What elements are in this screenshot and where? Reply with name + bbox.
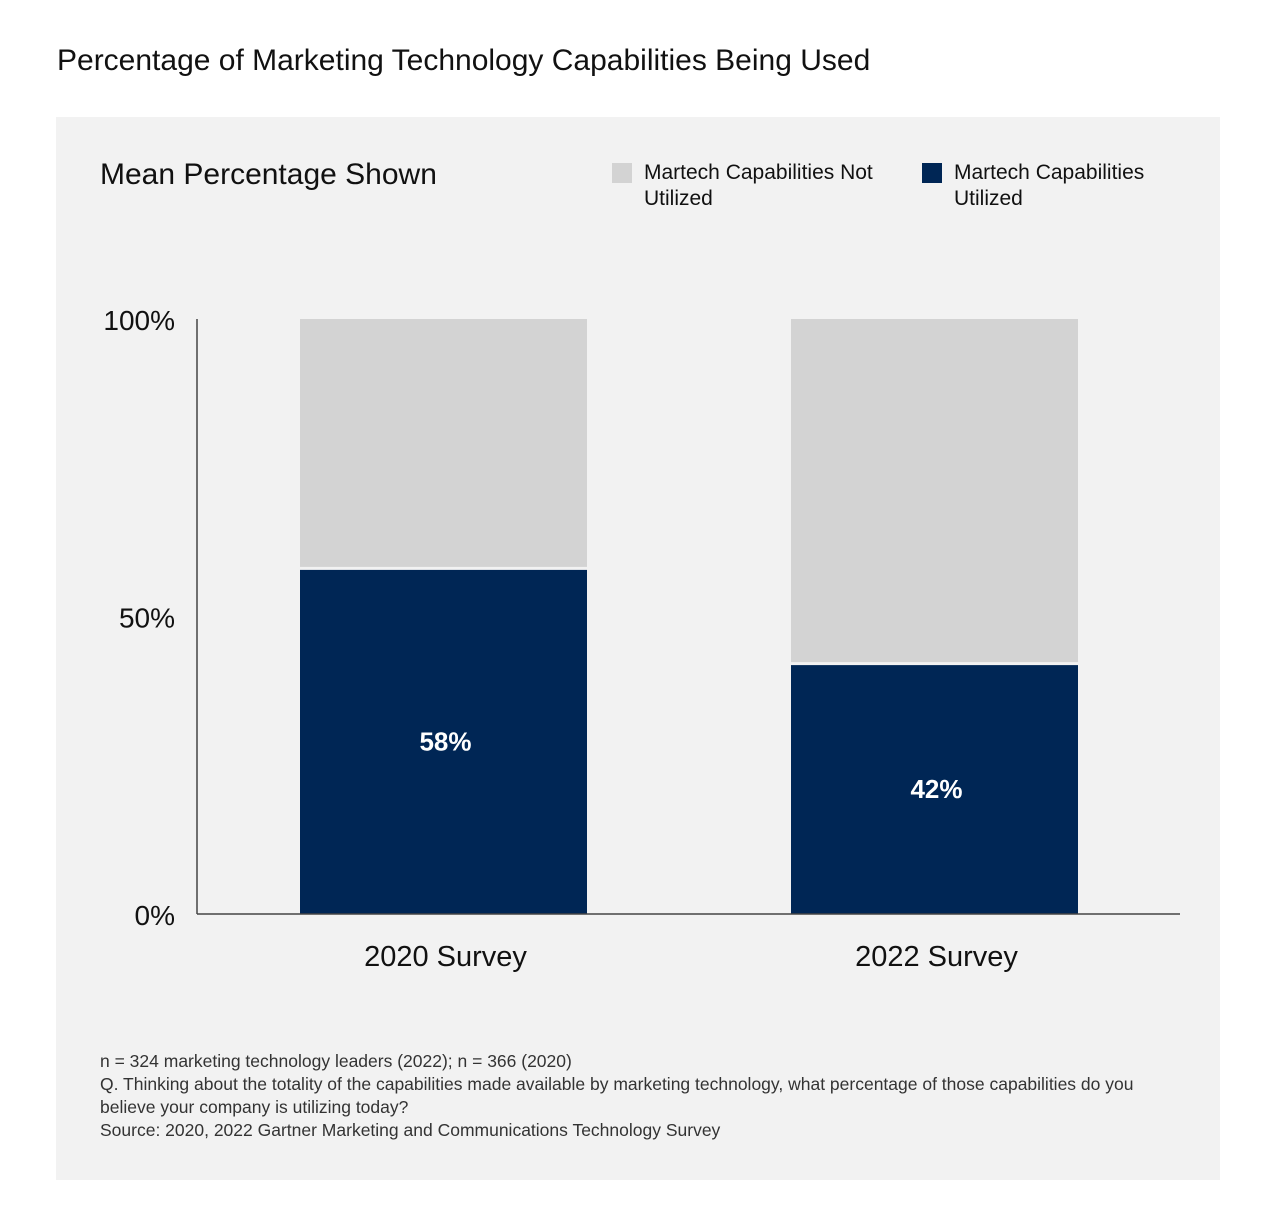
bar-segment-not-utilized — [300, 319, 587, 567]
chart-subtitle: Mean Percentage Shown — [100, 158, 437, 191]
bar-segment-not-utilized — [791, 319, 1078, 663]
legend-swatch-utilized — [922, 163, 942, 183]
chart-notes: n = 324 marketing technology leaders (20… — [100, 1050, 1180, 1142]
page-title: Percentage of Marketing Technology Capab… — [57, 44, 871, 77]
bar-segment-utilized — [300, 569, 587, 914]
legend-swatch-not-utilized — [612, 163, 632, 183]
data-label: 42% — [910, 774, 962, 804]
y-tick-label: 50% — [119, 603, 175, 634]
legend-label: Martech Capabilities Utilized — [954, 161, 1145, 210]
y-tick-label: 100% — [103, 305, 175, 336]
legend-item-not-utilized: Martech Capabilities Not Utilized — [612, 160, 874, 212]
y-tick-label: 0% — [135, 900, 175, 931]
x-tick-label: 2020 Survey — [364, 941, 527, 973]
note-source: Source: 2020, 2022 Gartner Marketing and… — [100, 1120, 721, 1140]
data-label: 58% — [419, 726, 471, 756]
note-sample-size: n = 324 marketing technology leaders (20… — [100, 1051, 572, 1071]
note-question: Q. Thinking about the totality of the ca… — [100, 1074, 1139, 1117]
bar-segment-utilized — [791, 665, 1078, 914]
legend-label: Martech Capabilities Not Utilized — [644, 161, 873, 210]
x-tick-label: 2022 Survey — [855, 941, 1018, 973]
legend-item-utilized: Martech Capabilities Utilized — [922, 160, 1184, 212]
